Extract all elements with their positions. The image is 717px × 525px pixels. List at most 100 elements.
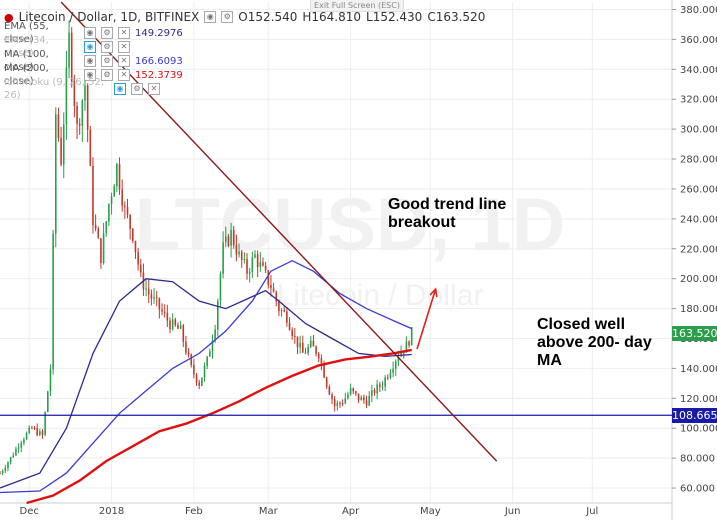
settings-icon[interactable]: ⚙ [101,27,113,39]
eye-icon[interactable]: ◉ [84,27,96,39]
eye-icon[interactable]: ◉ [114,83,126,95]
candle-body [110,196,113,205]
candle [65,51,68,140]
candle [392,361,394,378]
settings-icon[interactable]: ⚙ [101,41,113,53]
candle-body [177,325,179,329]
candle-body [405,341,408,353]
indicator-row-ichimoku[interactable]: Ichimoku (9, 26, 52, 26) ◉ ⚙ ✕ [4,77,485,101]
exit-fullscreen-hint[interactable]: Exit Full Screen (ESC) [310,0,404,12]
candle [134,240,137,259]
candle [145,279,147,297]
eye-icon[interactable]: ◉ [84,55,96,67]
close-icon[interactable]: ✕ [118,27,130,39]
candle [280,308,283,317]
close-icon[interactable]: ✕ [118,69,130,81]
candle-body [283,310,286,312]
candle-body [371,390,373,397]
indicator-row-ma100[interactable]: MA (100, close) ◉ ⚙ ✕ 166.6093 [4,49,485,73]
candle-body [376,384,378,394]
candle [49,364,52,397]
candle [317,351,320,363]
candle-body [198,382,201,386]
ohlc-close: C163.520 [427,9,486,24]
candle [121,179,123,212]
candle [355,390,357,397]
candle-body [235,245,238,255]
candle [379,381,381,392]
candle-body [174,319,177,326]
candle-body [124,205,126,207]
candle [272,282,275,293]
candle-body [41,431,44,435]
candle-body [352,388,355,392]
candle [246,253,248,280]
candle-body [15,448,17,456]
indicator-label: MA (200, close) [4,63,49,87]
candle [256,250,259,277]
candle [363,394,365,404]
candle [147,279,150,304]
candle-body [139,264,142,273]
candle [302,335,304,353]
candle-body [379,384,381,387]
eye-icon[interactable]: ◉ [204,11,217,23]
candle-body [259,262,262,267]
indicator-row-ema34[interactable]: EMA (34, close) ◉ ⚙ ✕ [4,35,485,59]
candle-body [302,342,304,353]
candle-body [190,354,193,365]
candle-body [54,114,57,234]
indicator-row-ma200[interactable]: MA (200, close) ◉ ⚙ ✕ 152.3739 [4,63,485,87]
candle-body [248,272,251,274]
settings-icon[interactable]: ⚙ [101,69,113,81]
candle [166,304,169,328]
eye-icon[interactable]: ◉ [84,69,96,81]
settings-icon[interactable]: ⚙ [221,11,234,23]
ma-line [0,278,412,489]
candle-body [275,292,278,302]
candle [325,376,328,390]
candle-body [145,288,147,290]
settings-icon[interactable]: ⚙ [131,83,143,95]
candle-body [251,257,254,273]
candle-body [288,322,291,330]
candle-body [264,265,267,271]
candle-body [217,300,219,330]
candle [139,259,142,278]
candle [254,250,256,259]
candle [251,251,254,278]
settings-icon[interactable]: ⚙ [101,55,113,67]
indicator-row-ema55[interactable]: EMA (55, close) ◉ ⚙ ✕ 149.2976 [4,21,485,45]
candle-body [408,341,410,346]
candle [232,225,235,249]
eye-icon[interactable]: ◉ [84,41,96,53]
candle [206,355,208,370]
candle [23,437,25,446]
candle-body [254,254,256,258]
candle-body [262,262,264,266]
y-tick-label: 220.000 [680,244,717,255]
candle [294,327,296,344]
candle-body [86,85,89,130]
candle [309,335,312,349]
close-icon[interactable]: ✕ [118,41,130,53]
candle [33,426,36,430]
y-tick-label: 340.000 [680,65,717,76]
candle [336,400,339,411]
candle [371,384,373,403]
candle [12,452,15,458]
close-icon[interactable]: ✕ [118,55,130,67]
candle-body [132,228,134,241]
candle-body [392,368,394,373]
candle [267,269,270,289]
close-icon[interactable]: ✕ [148,83,160,95]
candle-body [89,129,92,166]
candle-body [65,67,68,125]
candle-body [389,372,392,378]
candle [7,461,9,472]
candle [394,359,397,376]
candle-body [62,124,65,165]
candle [339,401,341,408]
